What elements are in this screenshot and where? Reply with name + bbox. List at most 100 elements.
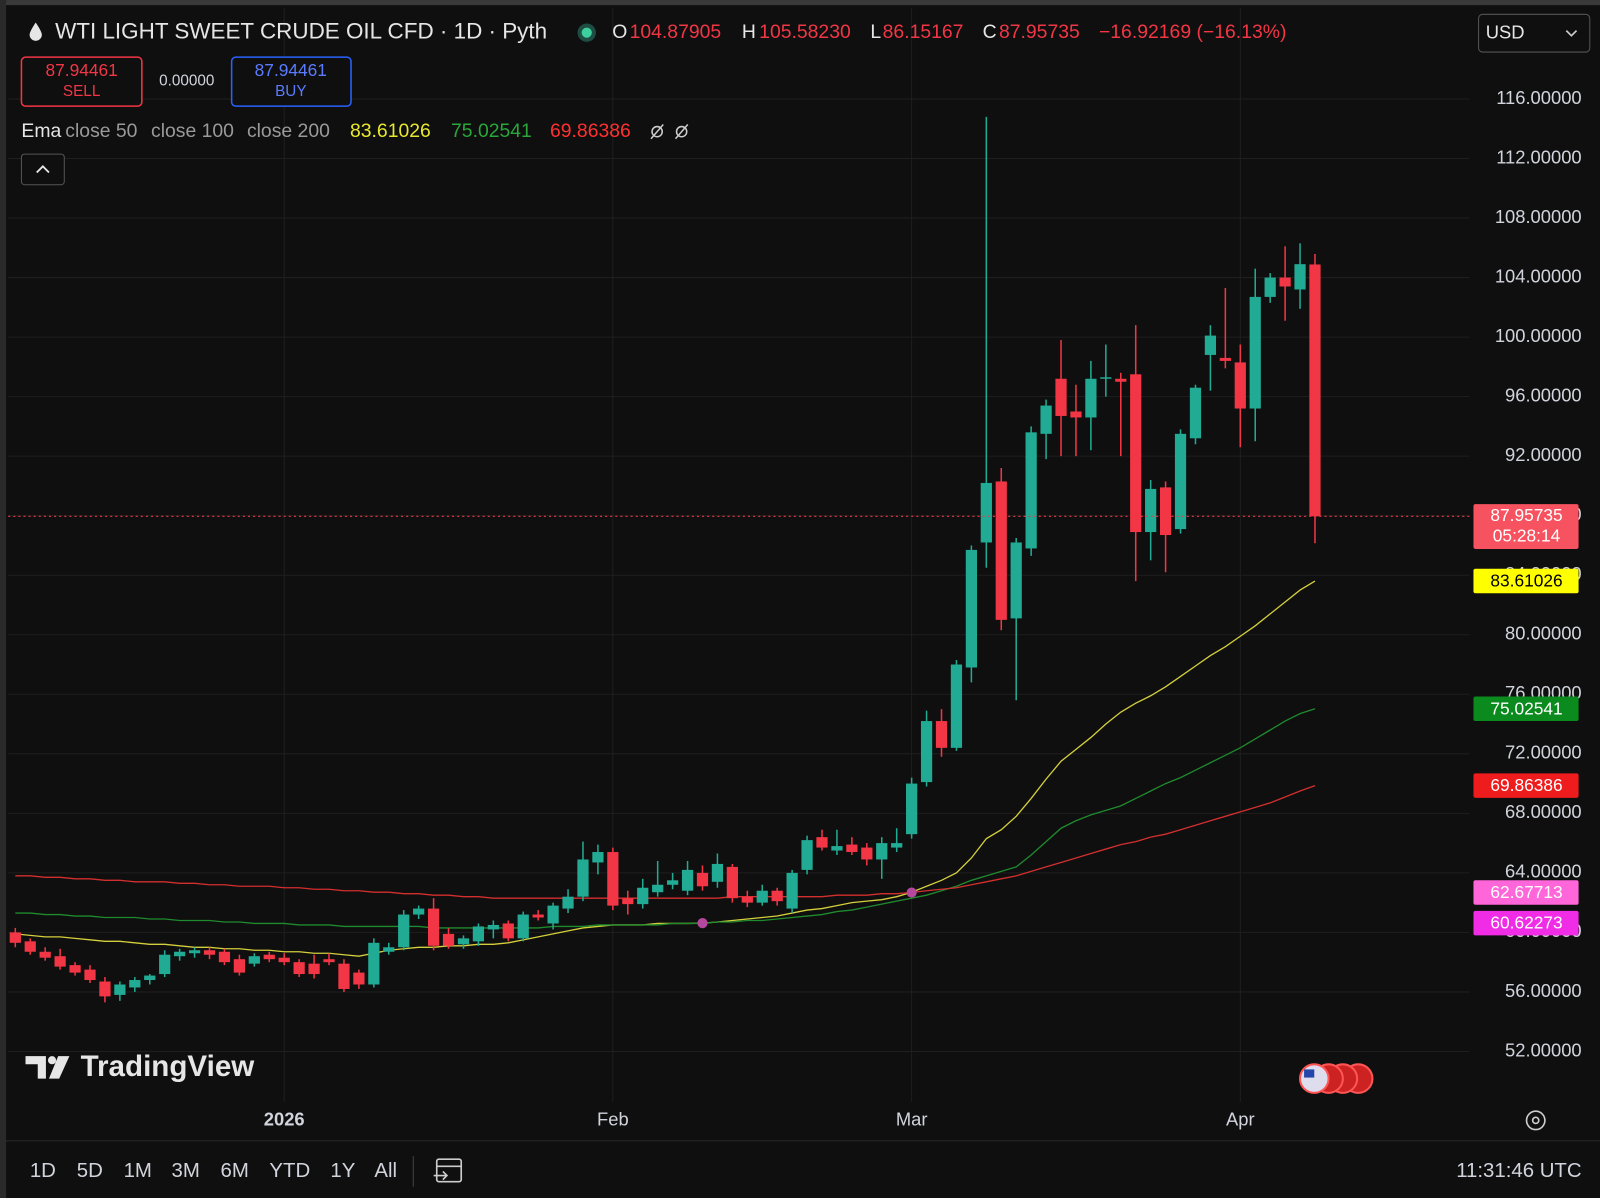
range-button[interactable]: All bbox=[374, 1160, 397, 1182]
candle-body bbox=[562, 896, 574, 909]
candle-body bbox=[891, 843, 903, 848]
price-tag bbox=[1473, 696, 1579, 722]
candle-body bbox=[323, 959, 335, 963]
candle-body bbox=[547, 905, 559, 924]
candle-body bbox=[174, 951, 186, 957]
y-tick-label: 68.00000 bbox=[1505, 801, 1582, 822]
candle-body bbox=[995, 481, 1007, 620]
candle-body bbox=[383, 947, 395, 952]
ohlc-value: 86.15167 bbox=[883, 21, 964, 43]
ema-line bbox=[15, 784, 1316, 899]
candle-body bbox=[771, 890, 783, 902]
range-button[interactable]: 6M bbox=[221, 1160, 249, 1182]
ema-lines bbox=[15, 580, 1316, 957]
sell-button[interactable] bbox=[20, 56, 143, 107]
x-tick-label: Apr bbox=[1226, 1108, 1255, 1129]
range-button[interactable]: 1Y bbox=[330, 1160, 355, 1182]
candle-body bbox=[84, 969, 96, 981]
y-tick-label: 64.00000 bbox=[1505, 861, 1582, 882]
ohlc-label: C bbox=[983, 21, 997, 43]
logo bbox=[25, 1056, 70, 1079]
range-button[interactable]: 1M bbox=[124, 1160, 152, 1182]
candle-body bbox=[308, 963, 320, 975]
ohlc-value: 104.87905 bbox=[630, 21, 722, 43]
x-tick-label: 2026 bbox=[264, 1108, 305, 1129]
no-value-icon bbox=[650, 124, 664, 140]
candle-body bbox=[263, 954, 275, 960]
x-tick-label: Feb bbox=[597, 1108, 629, 1129]
legend-name: close 100 bbox=[151, 120, 234, 142]
candle-body bbox=[1204, 335, 1217, 355]
symbol-icon bbox=[29, 22, 42, 41]
price-tag-label: 75.02541 bbox=[1490, 698, 1562, 718]
candle-body bbox=[1040, 405, 1052, 434]
candle-body bbox=[1159, 487, 1172, 536]
candle-body bbox=[726, 866, 738, 899]
ohlc-value: 87.95735 bbox=[999, 21, 1080, 43]
symbol-title: WTI LIGHT SWEET CRUDE OIL CFD · 1D · Pyt… bbox=[55, 19, 547, 44]
candle-body bbox=[965, 549, 977, 668]
range-button[interactable]: 3M bbox=[172, 1160, 200, 1182]
candle-body bbox=[935, 721, 948, 748]
y-tick-label: 72.00000 bbox=[1505, 742, 1582, 763]
price-tag-label: 83.61026 bbox=[1490, 571, 1562, 591]
candle-body bbox=[368, 942, 380, 985]
legend-value: 75.02541 bbox=[451, 120, 532, 142]
candle-body bbox=[980, 482, 992, 543]
buy-button[interactable] bbox=[230, 56, 352, 107]
candle-body bbox=[1130, 374, 1142, 533]
ohlc-value: 105.58230 bbox=[759, 21, 851, 43]
candle-body bbox=[801, 840, 813, 870]
currency-select[interactable] bbox=[1478, 13, 1591, 53]
candle-body bbox=[532, 914, 544, 918]
candle-body bbox=[427, 908, 440, 946]
chevron bbox=[36, 165, 50, 174]
candle-body bbox=[39, 951, 51, 958]
grid: 52.0000056.0000060.0000064.0000068.00000… bbox=[8, 8, 1582, 1129]
ema-line bbox=[15, 708, 1316, 929]
last-price: 87.95735 bbox=[1490, 505, 1562, 525]
y-tick-label: 104.00000 bbox=[1495, 265, 1582, 286]
candle-body bbox=[457, 938, 470, 945]
candle-body bbox=[293, 962, 305, 975]
range-button[interactable]: 5D bbox=[77, 1160, 103, 1182]
candle-body bbox=[1025, 432, 1037, 549]
collapse-button[interactable] bbox=[20, 153, 65, 186]
no-value-icon bbox=[674, 124, 689, 140]
candle-body bbox=[144, 975, 156, 981]
candle-body bbox=[577, 859, 589, 897]
candle-body bbox=[786, 872, 798, 909]
sell-price: 87.94461 bbox=[45, 60, 117, 80]
candle-body bbox=[159, 954, 171, 975]
candle-body bbox=[353, 972, 365, 985]
price-tag-label: 60.62273 bbox=[1490, 913, 1562, 933]
candles bbox=[9, 116, 1321, 1003]
y-tick-label: 108.00000 bbox=[1495, 206, 1582, 227]
settings-icon[interactable] bbox=[1525, 1110, 1546, 1131]
candle-body bbox=[681, 869, 694, 891]
candle-body bbox=[9, 932, 21, 943]
candle-body bbox=[278, 957, 290, 963]
ohlc-label: H bbox=[742, 21, 756, 43]
event-flags[interactable] bbox=[1298, 1063, 1374, 1094]
candle-body bbox=[816, 837, 828, 848]
candle-body bbox=[696, 872, 709, 887]
candle-body bbox=[1309, 264, 1321, 517]
candle-body bbox=[592, 852, 604, 863]
range-button[interactable]: 1D bbox=[30, 1160, 56, 1182]
candle-body bbox=[756, 890, 768, 903]
candle-body bbox=[1055, 378, 1067, 416]
range-button[interactable]: YTD bbox=[269, 1160, 310, 1182]
calendar-icon[interactable] bbox=[433, 1158, 463, 1183]
candle-body bbox=[1085, 378, 1097, 418]
candle-body bbox=[233, 959, 245, 973]
candle-body bbox=[920, 721, 933, 783]
y-tick-label: 52.00000 bbox=[1505, 1039, 1582, 1060]
candle-body bbox=[413, 908, 425, 915]
candle-body bbox=[69, 965, 81, 973]
candle-body bbox=[652, 884, 664, 893]
